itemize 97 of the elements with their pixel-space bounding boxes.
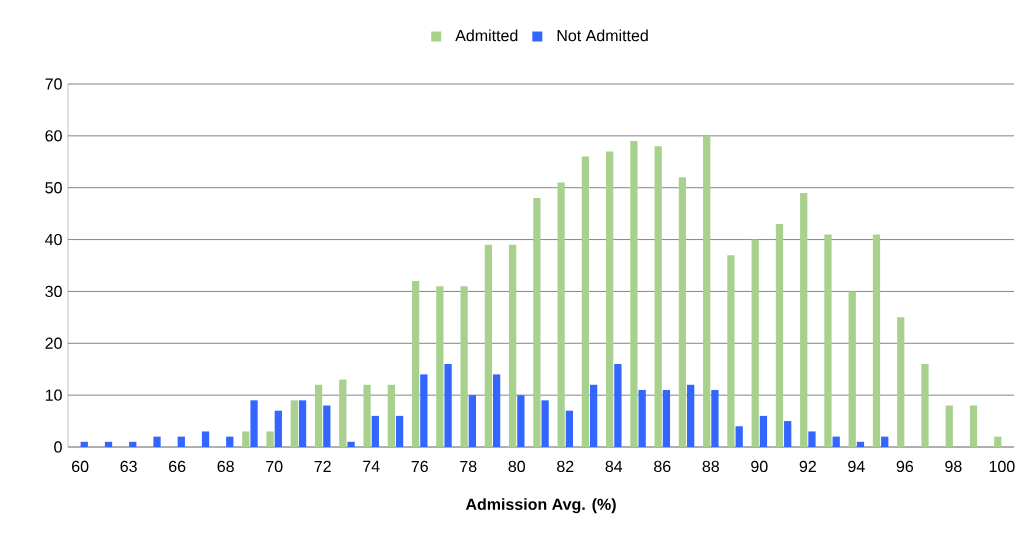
bar (323, 405, 331, 447)
bar (436, 286, 444, 447)
x-tick-label: 63 (120, 460, 137, 473)
x-tick-label: 84 (605, 460, 623, 473)
y-tick-label: 30 (45, 285, 62, 298)
bar (517, 395, 525, 447)
y-tick-label: 60 (45, 130, 62, 142)
bar (856, 441, 865, 447)
bar (339, 379, 347, 447)
bar (541, 400, 549, 447)
y-tick-label: 20 (45, 337, 62, 349)
bar (687, 384, 695, 447)
x-tick-label: 80 (508, 460, 526, 473)
bar (590, 384, 598, 447)
x-tick-label: 76 (411, 460, 428, 473)
bar (484, 244, 493, 447)
bar (565, 410, 574, 447)
bar (80, 441, 88, 447)
bar (711, 389, 719, 447)
x-tick-label: 72 (314, 460, 331, 472)
bar (411, 281, 420, 447)
x-tick-label: 82 (557, 460, 574, 473)
bar (945, 405, 953, 447)
bar (921, 364, 929, 447)
bar (387, 384, 395, 447)
bar (104, 441, 113, 447)
x-tick-label: 92 (799, 460, 816, 473)
bar (153, 436, 161, 447)
x-tick-label: 100 (989, 460, 1015, 473)
bar (678, 177, 687, 447)
bar (371, 415, 379, 447)
x-tick-label: 98 (945, 460, 962, 473)
x-tick-label: 88 (702, 460, 719, 473)
x-tick-label: 66 (169, 460, 186, 473)
y-tick-label: 40 (45, 233, 62, 246)
bar (775, 224, 784, 447)
bar (129, 441, 137, 447)
bar (201, 431, 210, 447)
bar (468, 395, 476, 447)
bar (444, 364, 452, 447)
bar (557, 182, 565, 447)
x-tick-label: 74 (363, 460, 380, 472)
bar (735, 426, 743, 447)
bar (872, 234, 881, 447)
bar (581, 156, 590, 447)
x-tick-label: 78 (460, 460, 477, 473)
bar (630, 141, 638, 447)
y-tick-label: 50 (45, 182, 62, 194)
bar (994, 436, 1002, 447)
bar (638, 389, 646, 447)
bar (848, 291, 856, 447)
bar (808, 431, 816, 447)
bar (492, 374, 501, 447)
x-tick-label: 86 (654, 460, 671, 473)
bar (759, 415, 768, 447)
bar (824, 234, 832, 447)
bar (800, 192, 808, 447)
bar (832, 436, 840, 447)
bar (662, 389, 671, 447)
bar (250, 400, 258, 447)
x-tick-label: 94 (848, 460, 865, 473)
bar (177, 436, 185, 447)
bar (606, 151, 614, 447)
y-tick-label: 70 (45, 78, 62, 90)
bar (751, 239, 759, 447)
bar (314, 384, 323, 447)
x-tick-label: 68 (217, 460, 234, 473)
bar (614, 364, 622, 447)
bar (242, 431, 250, 447)
bar (347, 441, 355, 447)
bar (266, 431, 274, 447)
bar (363, 384, 371, 447)
bar (274, 410, 282, 447)
y-tick-label: 0 (54, 441, 62, 453)
x-tick-label: 90 (751, 460, 768, 473)
bar (533, 198, 541, 447)
x-axis-title: Admission Avg. (%) (465, 498, 616, 514)
legend-label: Not Admitted (557, 29, 648, 42)
bar (460, 286, 468, 447)
legend-label: Admitted (455, 29, 518, 42)
bar (226, 436, 234, 447)
x-tick-label: 96 (896, 460, 914, 473)
bar (881, 436, 889, 447)
bar (727, 255, 735, 447)
bar (395, 415, 404, 447)
x-tick-label: 60 (72, 460, 89, 473)
bar (703, 135, 711, 447)
bar (654, 146, 662, 447)
x-tick-label: 70 (266, 460, 283, 473)
bar (290, 400, 298, 447)
bar (420, 374, 428, 447)
bar (508, 244, 517, 447)
bar (298, 400, 307, 447)
bar (969, 405, 978, 447)
y-tick-label: 10 (45, 389, 62, 401)
bar (784, 421, 792, 447)
bar (897, 317, 905, 447)
